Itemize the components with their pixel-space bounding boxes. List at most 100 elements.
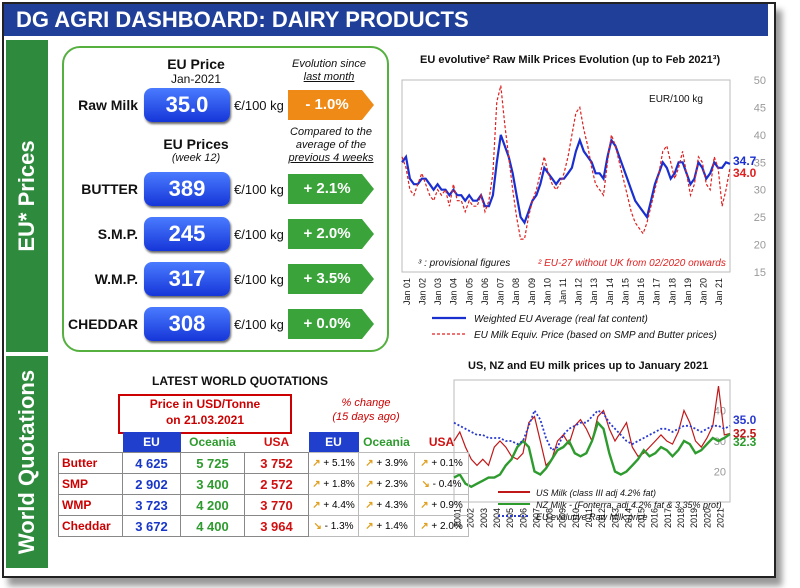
column-header: USA	[263, 435, 290, 449]
legend-entry: Weighted EU Average (real fat content)	[474, 314, 648, 325]
change-cell: ↗ + 0.1%	[414, 452, 469, 474]
x-tick-label: 2015	[637, 508, 647, 528]
x-tick-label: 2020	[702, 508, 712, 528]
table-row: WMP 3 723 4 200 3 770 ↗ + 4.4% ↗ + 4.3% ↗ + 0.…	[58, 494, 469, 516]
x-tick-label: Jan 12	[574, 278, 584, 305]
change-value: + 2.3%	[376, 478, 408, 490]
raw-milk-price: 35.0	[144, 88, 230, 122]
sidebar-world-quotations: World Quotations	[6, 356, 48, 568]
trend-arrow-icon: ↘	[421, 478, 433, 490]
y-tick-label: 25	[754, 212, 766, 224]
x-tick-label: 2019	[689, 508, 699, 528]
series-end-label: 35.0	[733, 413, 757, 427]
x-tick-label: 2004	[492, 508, 502, 528]
sidebar-eu-prices: EU* Prices	[6, 40, 48, 352]
week-label: (week 12)	[171, 152, 221, 164]
y-tick-label: 40	[754, 130, 766, 142]
eu-price-panel: EU Price Jan-2021 Evolution since last mo…	[62, 46, 389, 352]
change-cell: ↘ - 0.4%	[414, 473, 469, 495]
y-tick-label: 15	[754, 267, 766, 279]
world-quotations-title: LATEST WORLD QUOTATIONS	[152, 374, 328, 388]
series-line	[401, 85, 731, 240]
trend-arrow-icon: ↗	[365, 457, 377, 469]
x-tick-label: 2014	[623, 508, 633, 528]
series-line	[401, 134, 731, 225]
change-value: + 1.8%	[323, 478, 355, 490]
trend-arrow-icon: ↗	[420, 520, 432, 532]
legend-entry: EU evolutive Raw Milk price	[536, 512, 648, 522]
series-line	[453, 408, 731, 452]
x-tick-label: Jan 01	[402, 278, 412, 305]
series-end-label: 34.7	[733, 154, 757, 168]
price-header-box: Price in USD/Tonne on 21.03.2021	[118, 394, 292, 434]
change-value: + 0.9%	[431, 499, 463, 511]
provisional-note: ³ : provisional figures	[418, 258, 510, 269]
change-cell: ↗ + 2.0%	[414, 515, 469, 537]
x-tick-label: 2011	[584, 508, 594, 527]
price-cell: 5 725	[180, 452, 245, 474]
x-tick-label: Jan 19	[683, 278, 693, 305]
x-tick-label: Jan 07	[496, 278, 506, 305]
smp-label: S.M.P.	[97, 226, 138, 242]
trend-arrow-icon: ↗	[365, 478, 377, 490]
x-tick-label: 2018	[676, 508, 686, 528]
trend-arrow-icon: ↗	[312, 457, 324, 469]
cheddar-change: + 0.0%	[288, 309, 374, 339]
cheddar-label: CHEDDAR	[68, 316, 138, 332]
y-tick-label: 20	[714, 467, 726, 479]
change-value: - 1.3%	[324, 520, 354, 532]
x-tick-label: Jan 02	[417, 278, 427, 305]
raw-milk-unit: €/100 kg	[234, 98, 284, 113]
table-row: SMP 2 902 3 400 2 572 ↗ + 1.8% ↗ + 2.3% ↘ - 0.…	[58, 473, 469, 495]
trend-arrow-icon: ↘	[313, 520, 325, 532]
price-cell: 4 400	[180, 515, 245, 537]
x-tick-label: 2017	[663, 508, 673, 528]
series-end-label: 32.5	[733, 426, 757, 440]
column-header: Oceania	[189, 435, 236, 449]
table-row: Butter 4 625 5 725 3 752 ↗ + 5.1% ↗ + 3.9% ↗ +…	[58, 452, 469, 474]
x-tick-label: Jan 16	[636, 278, 646, 305]
x-tick-label: 2002	[466, 508, 476, 528]
trend-arrow-icon: ↗	[420, 457, 432, 469]
price-cell: 2 902	[122, 473, 181, 495]
trend-arrow-icon: ↗	[312, 478, 324, 490]
wmp-unit: €/100 kg	[234, 272, 284, 287]
butter-label: BUTTER	[81, 181, 138, 197]
x-tick-label: 2008	[545, 508, 555, 528]
x-tick-label: Jan 09	[527, 278, 537, 305]
unit-label: EUR/100 kg	[649, 94, 703, 105]
cheddar-unit: €/100 kg	[234, 317, 284, 332]
product-label: SMP	[58, 473, 123, 495]
product-label: Cheddar	[58, 515, 123, 537]
product-label: WMP	[58, 494, 123, 516]
series-end-label: 32.3	[733, 435, 757, 449]
y-tick-label: 30	[754, 185, 766, 197]
wmp-label: W.M.P.	[94, 271, 138, 287]
compared-note: Compared to the average of the previous 4 …	[288, 126, 374, 164]
x-tick-label: Jan 10	[542, 278, 552, 305]
wmp-price: 317	[144, 262, 230, 296]
y-tick-label: 35	[754, 157, 766, 169]
evolution-note: Evolution since last month	[292, 58, 366, 83]
change-value: + 2.0%	[431, 520, 463, 532]
x-tick-label: 2003	[479, 508, 489, 528]
x-tick-label: 2006	[518, 508, 528, 528]
x-tick-label: Jan 18	[667, 278, 677, 305]
butter-change: + 2.1%	[288, 174, 374, 204]
price-cell: 2 572	[244, 473, 309, 495]
x-tick-label: Jan 11	[558, 278, 568, 304]
y-tick-label: 40	[714, 406, 726, 418]
butter-price: 389	[144, 172, 230, 206]
x-tick-label: 2013	[610, 508, 620, 528]
month-label: Jan-2021	[170, 72, 222, 86]
x-tick-label: 2010	[571, 508, 581, 528]
change-cell: ↗ + 1.8%	[308, 473, 359, 495]
raw-milk-change: - 1.0%	[288, 90, 374, 120]
trend-arrow-icon: ↗	[312, 499, 324, 511]
x-tick-label: Jan 08	[511, 278, 521, 305]
change-value: - 0.4%	[432, 478, 462, 490]
legend-entry: NZ Milk - (Fonterra, adj 4.2% fat & 3.35…	[536, 500, 722, 510]
change-cell: ↗ + 3.9%	[358, 452, 415, 474]
x-tick-label: Jan 13	[589, 278, 599, 305]
price-cell: 3 752	[244, 452, 309, 474]
